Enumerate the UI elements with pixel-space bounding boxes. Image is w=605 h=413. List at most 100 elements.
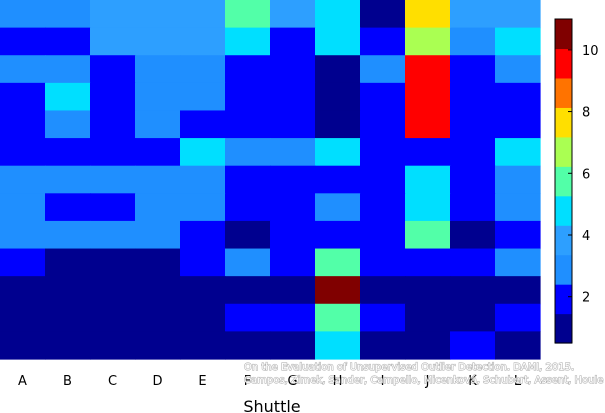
heatmap-cell	[315, 193, 361, 222]
heatmap-cell	[270, 331, 316, 360]
heatmap-cell	[270, 55, 316, 84]
heatmap-cell	[0, 165, 46, 194]
x-tick-labels: A B C D E F G H I J K L	[18, 374, 522, 389]
heatmap-cell	[315, 82, 361, 112]
heatmap-cell	[450, 27, 496, 56]
colorbar-segment	[555, 77, 572, 108]
heatmap-cell	[360, 82, 406, 112]
heatmap-cell	[450, 220, 496, 250]
heatmap-cell	[180, 165, 226, 194]
heatmap-cell	[495, 193, 541, 222]
heatmap-cell	[450, 276, 496, 305]
heatmap-cell	[45, 0, 91, 29]
heatmap-cell	[405, 220, 451, 250]
heatmap-cell	[45, 220, 91, 250]
heatmap-cell	[495, 248, 541, 277]
x-tick-label: C	[108, 374, 117, 389]
heatmap-cell	[450, 55, 496, 84]
heatmap-cell	[225, 248, 271, 277]
heatmap-cell	[225, 27, 271, 56]
heatmap-cell	[405, 55, 451, 84]
heatmap-cell	[450, 82, 496, 112]
heatmap-cell	[225, 55, 271, 84]
colorbar-segment	[555, 284, 572, 315]
heatmap-cell	[495, 165, 541, 194]
heatmap-cell	[90, 27, 136, 56]
heatmap-cell	[0, 331, 46, 360]
heatmap-cell	[315, 303, 361, 332]
colorbar-tick-label: 4	[582, 229, 590, 244]
credit-line-2: Campos, Zimek, Sander, Campello, Micenko…	[244, 374, 603, 386]
heatmap-cell	[225, 193, 271, 222]
heatmap-cell	[405, 82, 451, 112]
heatmap-cell	[405, 138, 451, 167]
x-tick-label: L	[514, 374, 522, 389]
heatmap-cell	[0, 248, 46, 277]
heatmap-cell	[180, 82, 226, 112]
heatmap-cell	[0, 27, 46, 56]
heatmap-cell	[0, 55, 46, 84]
heatmap-cell	[360, 220, 406, 250]
heatmap-cell	[450, 165, 496, 194]
heatmap-cell	[360, 0, 406, 29]
heatmap-cell	[90, 55, 136, 84]
heatmap-cell	[495, 0, 541, 29]
x-tick-label: G	[287, 374, 297, 389]
heatmap-cell	[135, 82, 181, 112]
colorbar-tick-label: 8	[582, 106, 590, 121]
heatmap-cell	[180, 303, 226, 332]
heatmap-cell	[135, 248, 181, 277]
heatmap-cell	[225, 276, 271, 305]
heatmap-cell	[270, 248, 316, 277]
heatmap-cell	[225, 110, 271, 139]
colorbar-segment	[555, 195, 572, 226]
heatmap-cell	[180, 27, 226, 56]
heatmap-cell	[270, 82, 316, 112]
heatmap-cell	[0, 303, 46, 332]
heatmap-cell	[135, 138, 181, 167]
heatmap-cell	[180, 248, 226, 277]
x-axis-title: Shuttle	[243, 397, 300, 413]
heatmap-cells	[0, 0, 541, 360]
heatmap-cell	[495, 276, 541, 305]
heatmap-cell	[360, 110, 406, 139]
heatmap-cell	[45, 138, 91, 167]
heatmap-cell	[450, 0, 496, 29]
heatmap-cell	[180, 138, 226, 167]
heatmap-cell	[180, 331, 226, 360]
heatmap-cell	[405, 193, 451, 222]
heatmap-cell	[495, 55, 541, 84]
heatmap-cell	[270, 276, 316, 305]
x-tick-label: K	[468, 374, 477, 389]
heatmap-cell	[360, 193, 406, 222]
heatmap-cell	[90, 331, 136, 360]
heatmap-cell	[360, 55, 406, 84]
heatmap-cell	[495, 138, 541, 167]
heatmap-cell	[225, 82, 271, 112]
heatmap-cell	[45, 303, 91, 332]
heatmap-cell	[135, 0, 181, 29]
x-tick-label: F	[244, 374, 251, 389]
heatmap-cell	[270, 138, 316, 167]
colorbar-frame	[554, 18, 573, 344]
heatmap-cell	[450, 193, 496, 222]
heatmap-cell	[0, 220, 46, 250]
heatmap-cell	[495, 110, 541, 139]
heatmap-cell	[135, 276, 181, 305]
colorbar-segment	[555, 166, 572, 197]
heatmap-cell	[90, 0, 136, 29]
heatmap-cell	[0, 193, 46, 222]
heatmap-cell	[45, 82, 91, 112]
colorbar-tick-label: 2	[582, 291, 590, 306]
heatmap-cell	[0, 138, 46, 167]
heatmap-cell	[90, 303, 136, 332]
heatmap-cell	[45, 27, 91, 56]
colorbar-tick-labels: 2 4 6 8 10	[568, 44, 599, 306]
heatmap-cell	[315, 165, 361, 194]
heatmap-cell	[180, 110, 226, 139]
heatmap-cell	[90, 193, 136, 222]
heatmap-cell	[405, 27, 451, 56]
heatmap-cell	[270, 220, 316, 250]
colorbar-tick-label: 10	[582, 44, 599, 59]
